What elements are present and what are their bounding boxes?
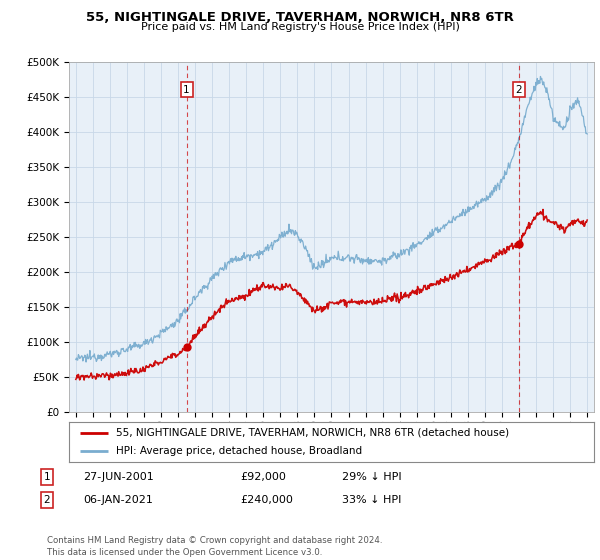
Text: Price paid vs. HM Land Registry's House Price Index (HPI): Price paid vs. HM Land Registry's House … — [140, 22, 460, 32]
Text: 55, NIGHTINGALE DRIVE, TAVERHAM, NORWICH, NR8 6TR: 55, NIGHTINGALE DRIVE, TAVERHAM, NORWICH… — [86, 11, 514, 24]
Text: HPI: Average price, detached house, Broadland: HPI: Average price, detached house, Broa… — [116, 446, 362, 456]
Text: £240,000: £240,000 — [240, 495, 293, 505]
Text: 2: 2 — [43, 495, 50, 505]
Text: 1: 1 — [43, 472, 50, 482]
Text: 1: 1 — [184, 85, 190, 95]
Text: 06-JAN-2021: 06-JAN-2021 — [83, 495, 152, 505]
Text: 33% ↓ HPI: 33% ↓ HPI — [342, 495, 401, 505]
Text: Contains HM Land Registry data © Crown copyright and database right 2024.
This d: Contains HM Land Registry data © Crown c… — [47, 536, 382, 557]
Text: 27-JUN-2001: 27-JUN-2001 — [83, 472, 154, 482]
Text: 29% ↓ HPI: 29% ↓ HPI — [342, 472, 401, 482]
Text: 2: 2 — [515, 85, 523, 95]
Text: 55, NIGHTINGALE DRIVE, TAVERHAM, NORWICH, NR8 6TR (detached house): 55, NIGHTINGALE DRIVE, TAVERHAM, NORWICH… — [116, 428, 509, 437]
Text: £92,000: £92,000 — [240, 472, 286, 482]
